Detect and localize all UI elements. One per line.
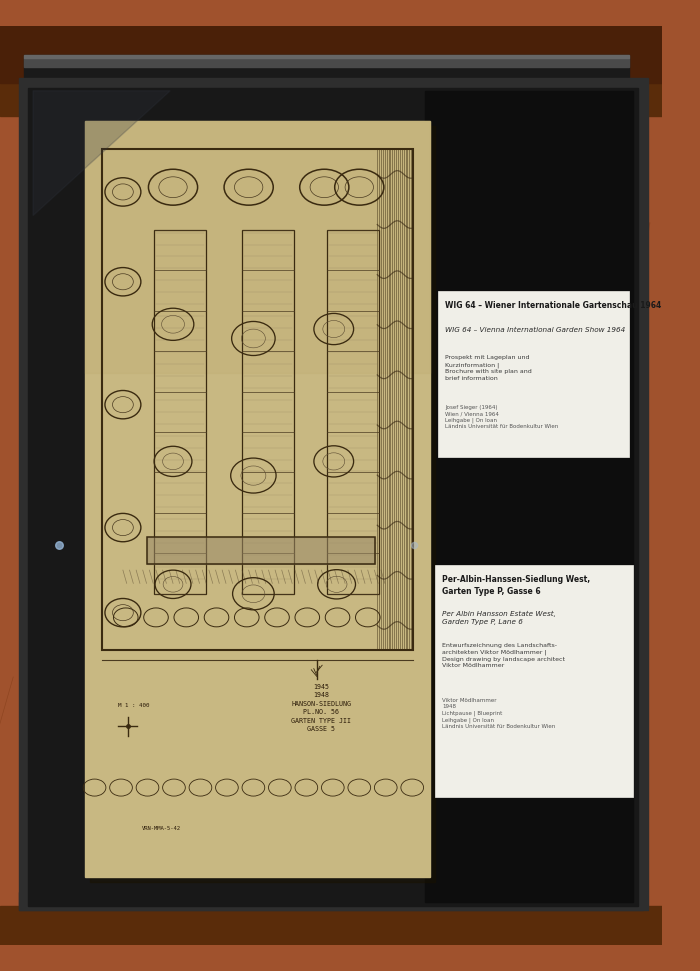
Text: Per Albin Hansson Estate West,
Garden Type P, Lane 6: Per Albin Hansson Estate West, Garden Ty…: [442, 611, 556, 625]
Bar: [29, 88, 638, 906]
Bar: [242, 230, 294, 593]
Bar: [102, 150, 413, 651]
Text: Per-Albin-Hanssen-Siedlung West,
Garten Type P, Gasse 6: Per-Albin-Hanssen-Siedlung West, Garten …: [442, 575, 591, 595]
Bar: [435, 565, 634, 797]
Bar: [24, 54, 629, 57]
Bar: [85, 121, 430, 373]
Bar: [19, 891, 643, 911]
Text: Entwurfszeichnung des Landschafts-
architekten Viktor Mödlhammer |
Design drawin: Entwurfszeichnung des Landschafts- archi…: [442, 643, 566, 668]
Bar: [154, 230, 206, 593]
Bar: [85, 121, 430, 878]
Bar: [0, 26, 662, 84]
Text: VRN-MMA-5-42: VRN-MMA-5-42: [142, 826, 181, 831]
Text: Josef Sieger (1964)
Wien / Vienna 1964
Leihgabe | On loan
Ländnis Universität fü: Josef Sieger (1964) Wien / Vienna 1964 L…: [445, 405, 559, 429]
Text: Viktor Mödlhammer
1948
Lichtpause | Blueprint
Leihgabe | On loan
Ländnis Univers: Viktor Mödlhammer 1948 Lichtpause | Blue…: [442, 698, 556, 729]
Bar: [438, 291, 629, 456]
Text: Prospekt mit Lageplan und
Kurzinformation |
Brochure with site plan and
brief in: Prospekt mit Lageplan und Kurzinformatio…: [445, 355, 532, 381]
Bar: [426, 90, 634, 902]
Text: WIG 64 – Wiener Internationale Gartenschau 1964: WIG 64 – Wiener Internationale Gartensch…: [445, 301, 662, 310]
Bar: [148, 537, 375, 563]
Bar: [90, 126, 435, 882]
Bar: [24, 57, 629, 67]
Bar: [0, 906, 662, 945]
Bar: [24, 54, 629, 82]
Bar: [0, 26, 662, 117]
Polygon shape: [33, 90, 170, 216]
Bar: [148, 537, 375, 563]
Text: M 1 : 400: M 1 : 400: [118, 703, 150, 708]
Bar: [327, 230, 379, 593]
Text: 1945
1948
HANSON-SIEDLUNG
PL.NO. 56
GARTEN TYPE JII
GASSE 5: 1945 1948 HANSON-SIEDLUNG PL.NO. 56 GART…: [291, 684, 351, 732]
Text: WIG 64 – Vienna International Garden Show 1964: WIG 64 – Vienna International Garden Sho…: [445, 327, 626, 333]
